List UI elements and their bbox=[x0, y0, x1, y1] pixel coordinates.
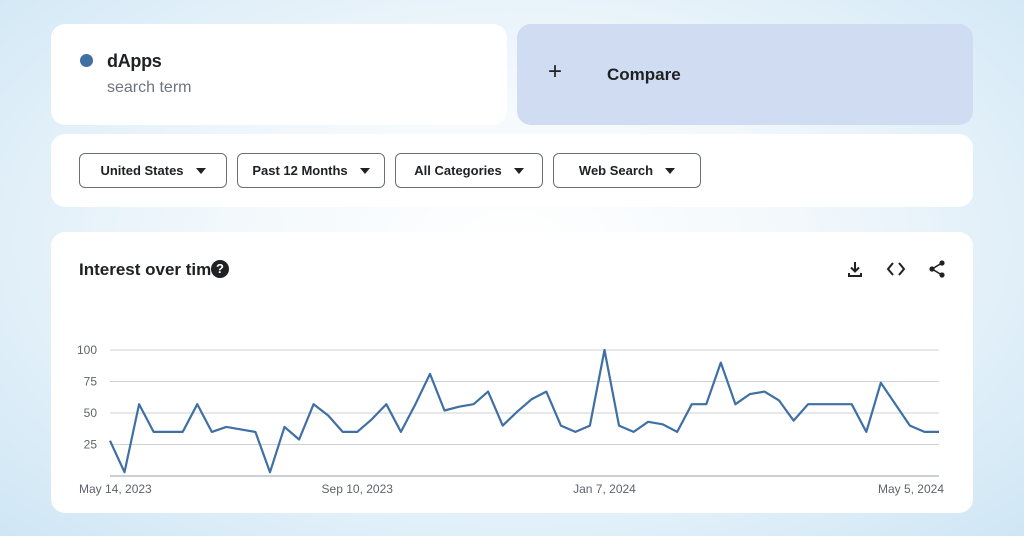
embed-code-icon[interactable] bbox=[885, 258, 907, 280]
filters-bar: United States Past 12 Months All Categor… bbox=[51, 134, 973, 207]
series-line bbox=[109, 348, 939, 474]
filter-category[interactable]: All Categories bbox=[395, 153, 543, 188]
search-term-card[interactable]: dApps search term bbox=[51, 24, 507, 125]
filter-region[interactable]: United States bbox=[79, 153, 227, 188]
interest-over-time-card: Interest over time ? 25 50 75 100 May 14, 20… bbox=[51, 232, 973, 513]
filter-region-label: United States bbox=[100, 163, 184, 178]
search-term-subtitle: search term bbox=[107, 79, 192, 96]
interest-line-chart: 25 50 75 100 May 14, 2023 Sep 10, 2023 Jan 7, … bbox=[77, 343, 944, 496]
search-term-name[interactable]: dApps bbox=[107, 51, 162, 71]
plus-icon: + bbox=[548, 58, 563, 85]
caret-down-icon bbox=[513, 167, 524, 174]
filter-time-range[interactable]: Past 12 Months bbox=[237, 153, 385, 188]
download-icon[interactable] bbox=[844, 258, 866, 280]
chart-title: Interest over time bbox=[79, 260, 221, 279]
share-icon[interactable] bbox=[926, 258, 948, 280]
x-tick-label: May 14, 2023 bbox=[79, 482, 152, 496]
compare-label: Compare bbox=[607, 65, 681, 84]
filter-search-type[interactable]: Web Search bbox=[553, 153, 701, 188]
x-tick-label: Jan 7, 2024 bbox=[573, 482, 636, 496]
caret-down-icon bbox=[665, 167, 676, 174]
filter-time-range-label: Past 12 Months bbox=[252, 163, 348, 178]
compare-button[interactable]: + Compare bbox=[517, 24, 973, 125]
y-tick-label: 75 bbox=[84, 375, 98, 389]
y-tick-label: 100 bbox=[77, 343, 97, 357]
filter-search-type-label: Web Search bbox=[578, 163, 654, 178]
caret-down-icon bbox=[359, 167, 370, 174]
caret-down-icon bbox=[195, 167, 206, 174]
x-tick-label: May 5, 2024 bbox=[878, 482, 944, 496]
x-tick-label: Sep 10, 2023 bbox=[322, 482, 394, 496]
help-icon[interactable]: ? bbox=[211, 260, 229, 278]
y-tick-label: 25 bbox=[84, 438, 98, 452]
filter-category-label: All Categories bbox=[414, 163, 502, 178]
series-color-dot bbox=[80, 54, 93, 67]
y-tick-label: 50 bbox=[84, 406, 98, 420]
